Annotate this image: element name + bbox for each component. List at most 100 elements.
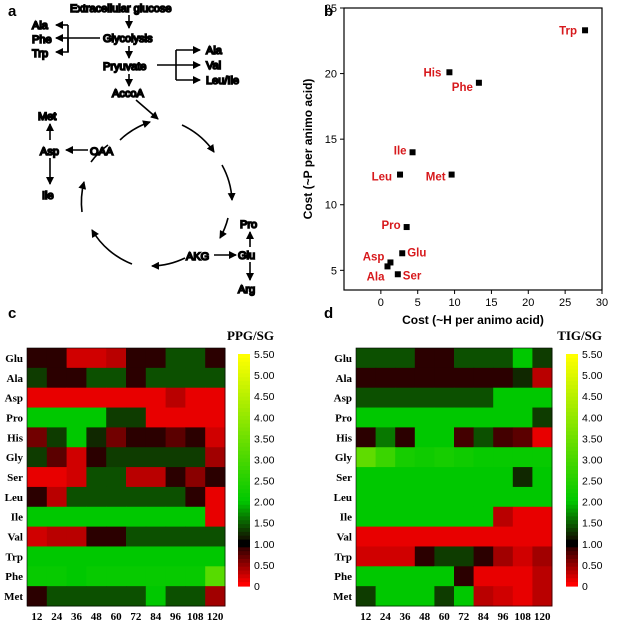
colorbar-segment: [238, 415, 250, 421]
heatmap-cell: [532, 486, 553, 508]
heatmap-cell: [473, 506, 494, 528]
colorbar-tick-label: 3.00: [254, 454, 275, 466]
colorbar-segment: [566, 396, 578, 401]
colorbar-segment: [566, 543, 578, 548]
heatmap-cell: [512, 506, 533, 528]
colorbar-segment: [566, 435, 578, 440]
scatter-point: [394, 271, 401, 278]
heatmap-cell: [395, 566, 416, 587]
colorbar-segment: [566, 551, 578, 556]
heatmap-row-label: Asp: [5, 393, 23, 405]
heatmap-row-label: Ser: [7, 472, 23, 484]
heatmap-cell: [356, 566, 377, 587]
heatmap-row-label: Pro: [6, 412, 23, 424]
heatmap-cell: [414, 486, 435, 508]
heatmap-row-label: Glu: [5, 353, 23, 365]
colorbar-segment: [566, 404, 578, 409]
colorbar-segment: [238, 566, 250, 572]
colorbar-segment: [238, 477, 250, 483]
heatmap-col-label: 108: [514, 611, 531, 623]
heatmap-cell: [356, 447, 377, 468]
colorbar-segment: [238, 578, 250, 583]
heatmap-cell: [126, 586, 147, 607]
colorbar-segment: [238, 369, 250, 374]
colorbar-segment: [238, 558, 250, 564]
accoa-label: AccoA: [112, 88, 144, 100]
pathway-arg: Arg: [238, 284, 255, 296]
colorbar-segment: [238, 520, 250, 525]
heatmap-cell: [27, 407, 48, 428]
panel-label-a: a: [8, 3, 17, 20]
heatmap-cell: [356, 506, 377, 528]
heatmap-cell: [532, 447, 553, 468]
x-axis-label: Cost (~H per animo acid): [402, 313, 544, 327]
heatmap-cell: [205, 447, 226, 468]
colorbar-segment: [566, 458, 578, 463]
heatmap-col-label: 48: [91, 611, 103, 623]
pathway-ala-left: Ala: [32, 20, 49, 32]
heatmap-cell: [493, 586, 514, 607]
heatmap-cell: [86, 586, 107, 607]
point-label: Trp: [559, 25, 577, 37]
heatmap-cell: [473, 367, 494, 389]
colorbar-tick-label: 2.50: [254, 476, 275, 488]
heatmap-cell: [165, 566, 186, 587]
heatmap-cell: [375, 546, 396, 567]
heatmap-cell: [106, 486, 127, 508]
colorbar-segment: [238, 493, 250, 498]
heatmap-row-label: Gly: [6, 452, 24, 464]
colorbar-segment: [566, 574, 578, 579]
heatmap-cell: [493, 526, 514, 547]
heatmap-cell: [375, 526, 396, 547]
colorbar-segment: [566, 408, 578, 413]
colorbar-segment: [566, 439, 578, 444]
colorbar-segment: [238, 562, 250, 568]
heatmap-cell: [434, 586, 455, 607]
heatmap-cell: [356, 467, 377, 488]
heatmap-row-label: Trp: [334, 551, 352, 563]
heatmap-cell: [205, 467, 226, 488]
heatmap-cell: [106, 427, 127, 448]
heatmap-cell: [473, 447, 494, 468]
heatmap-cell: [46, 526, 68, 547]
heatmap-tig: Glu Ala Asp Pro His Gly Ser Leu Ile Val Trp Phe Met 1…: [333, 328, 603, 623]
colorbar-tick-label: 1.50: [254, 518, 275, 530]
colorbar-segment: [566, 481, 578, 487]
y-tick-label: 10: [325, 200, 337, 212]
heatmap-cell: [434, 427, 455, 448]
heatmap-cell: [27, 447, 48, 468]
heatmap-cell: [414, 387, 435, 409]
heatmap-cell: [66, 387, 87, 409]
heatmap-cell: [185, 526, 206, 547]
heatmap-cell: [395, 367, 416, 389]
heatmap-cell: [532, 387, 553, 409]
heatmap-ppg: Glu Ala Asp Pro His Gly Ser Leu Ile Val Trp Phe Met 1…: [4, 328, 275, 623]
heatmap-cell: [395, 348, 416, 369]
colorbar-tick-label: 0.50: [254, 560, 275, 572]
heatmap-row-label: His: [336, 432, 353, 444]
heatmap-cell: [493, 546, 514, 567]
heatmap-cell: [395, 546, 416, 567]
heatmap-cell: [395, 526, 416, 547]
heatmap-cell: [434, 387, 455, 409]
colorbar-tick-label: 0: [582, 581, 588, 593]
heatmap-col-label: 120: [207, 611, 224, 623]
heatmap-cell: [185, 467, 206, 488]
heatmap-cell: [356, 546, 377, 567]
colorbar-segment: [566, 508, 578, 514]
colorbar-segment: [238, 551, 250, 556]
heatmap-cell: [434, 566, 455, 587]
heatmap-cell: [126, 447, 147, 468]
heatmap-cell: [493, 407, 514, 428]
colorbar-segment: [238, 547, 250, 552]
heatmap-cell: [493, 348, 514, 369]
heatmap-cell: [512, 526, 533, 547]
colorbar-segment: [238, 427, 250, 432]
heatmap-cell: [126, 407, 147, 428]
heatmap-cell: [512, 467, 533, 488]
colorbar-tick-label: 1.00: [254, 539, 275, 551]
heatmap-cell: [205, 367, 226, 389]
colorbar-segment: [566, 466, 578, 471]
pathway-trp-left: Trp: [32, 48, 48, 60]
colorbar-segment: [238, 582, 250, 587]
